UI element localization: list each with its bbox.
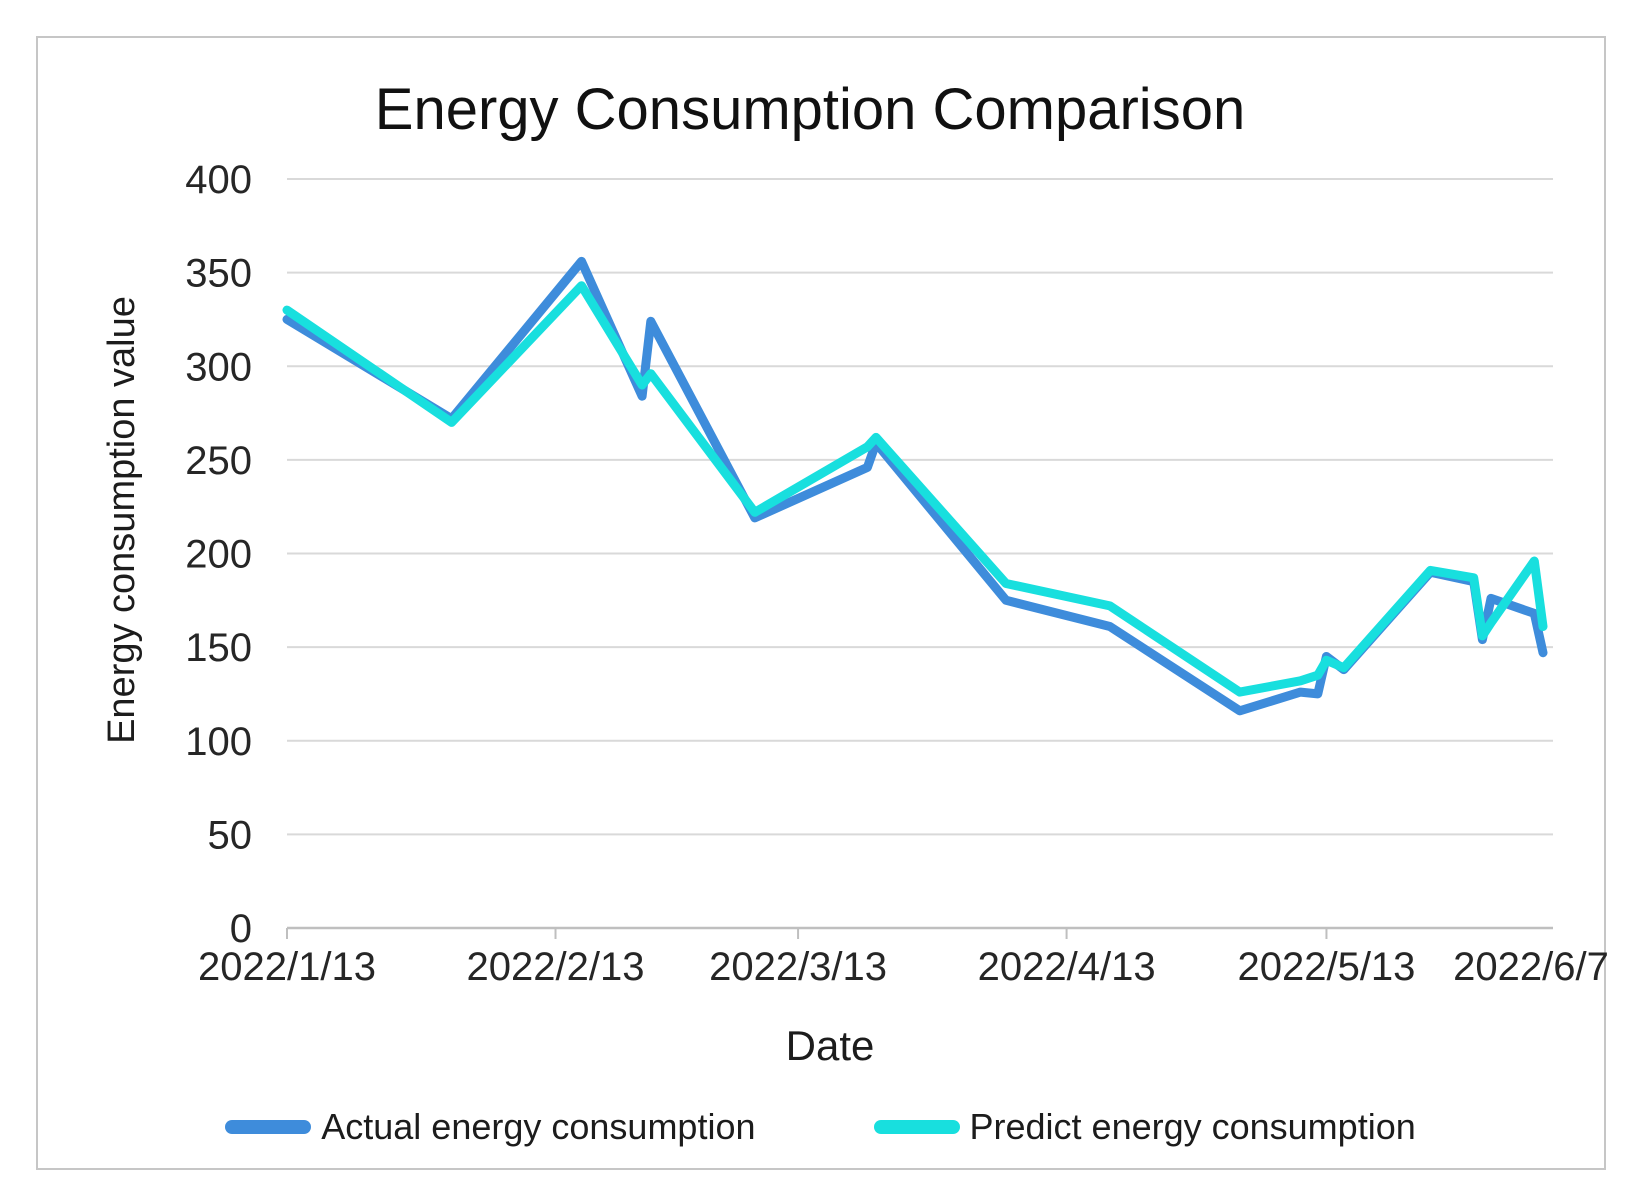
legend: Actual energy consumption Predict energy… <box>0 1104 1641 1150</box>
y-tick-label: 150 <box>185 626 252 670</box>
legend-label-predict: Predict energy consumption <box>969 1106 1416 1147</box>
y-tick-label: 200 <box>185 533 252 577</box>
x-tick-label: 2022/3/13 <box>709 945 887 989</box>
figure-border <box>36 36 1606 1170</box>
y-tick-label: 50 <box>208 813 253 857</box>
x-tick-label: 2022/2/13 <box>467 945 645 989</box>
legend-item-predict: Predict energy consumption <box>873 1104 1416 1150</box>
legend-label-actual: Actual energy consumption <box>321 1106 756 1147</box>
y-tick-label: 300 <box>185 345 252 389</box>
actual-series-swatch <box>225 1120 312 1134</box>
x-tick-label: 2022/5/13 <box>1237 945 1415 989</box>
y-tick-label: 100 <box>185 720 252 764</box>
y-tick-label: 250 <box>185 439 252 483</box>
chart-title: Energy Consumption Comparison <box>374 77 1246 142</box>
y-tick-label: 350 <box>185 252 252 296</box>
legend-item-actual: Actual energy consumption <box>225 1104 756 1150</box>
x-tick-label: 2022/6/7 <box>1453 945 1609 989</box>
x-axis-title: Date <box>785 1022 875 1069</box>
predict-series-line <box>282 281 1548 697</box>
predict-series-swatch <box>873 1120 960 1134</box>
x-tick-label: 2022/4/13 <box>978 945 1156 989</box>
x-tick-label: 2022/1/13 <box>198 945 376 989</box>
y-tick-label: 0 <box>230 907 252 951</box>
y-tick-label: 400 <box>185 158 252 202</box>
